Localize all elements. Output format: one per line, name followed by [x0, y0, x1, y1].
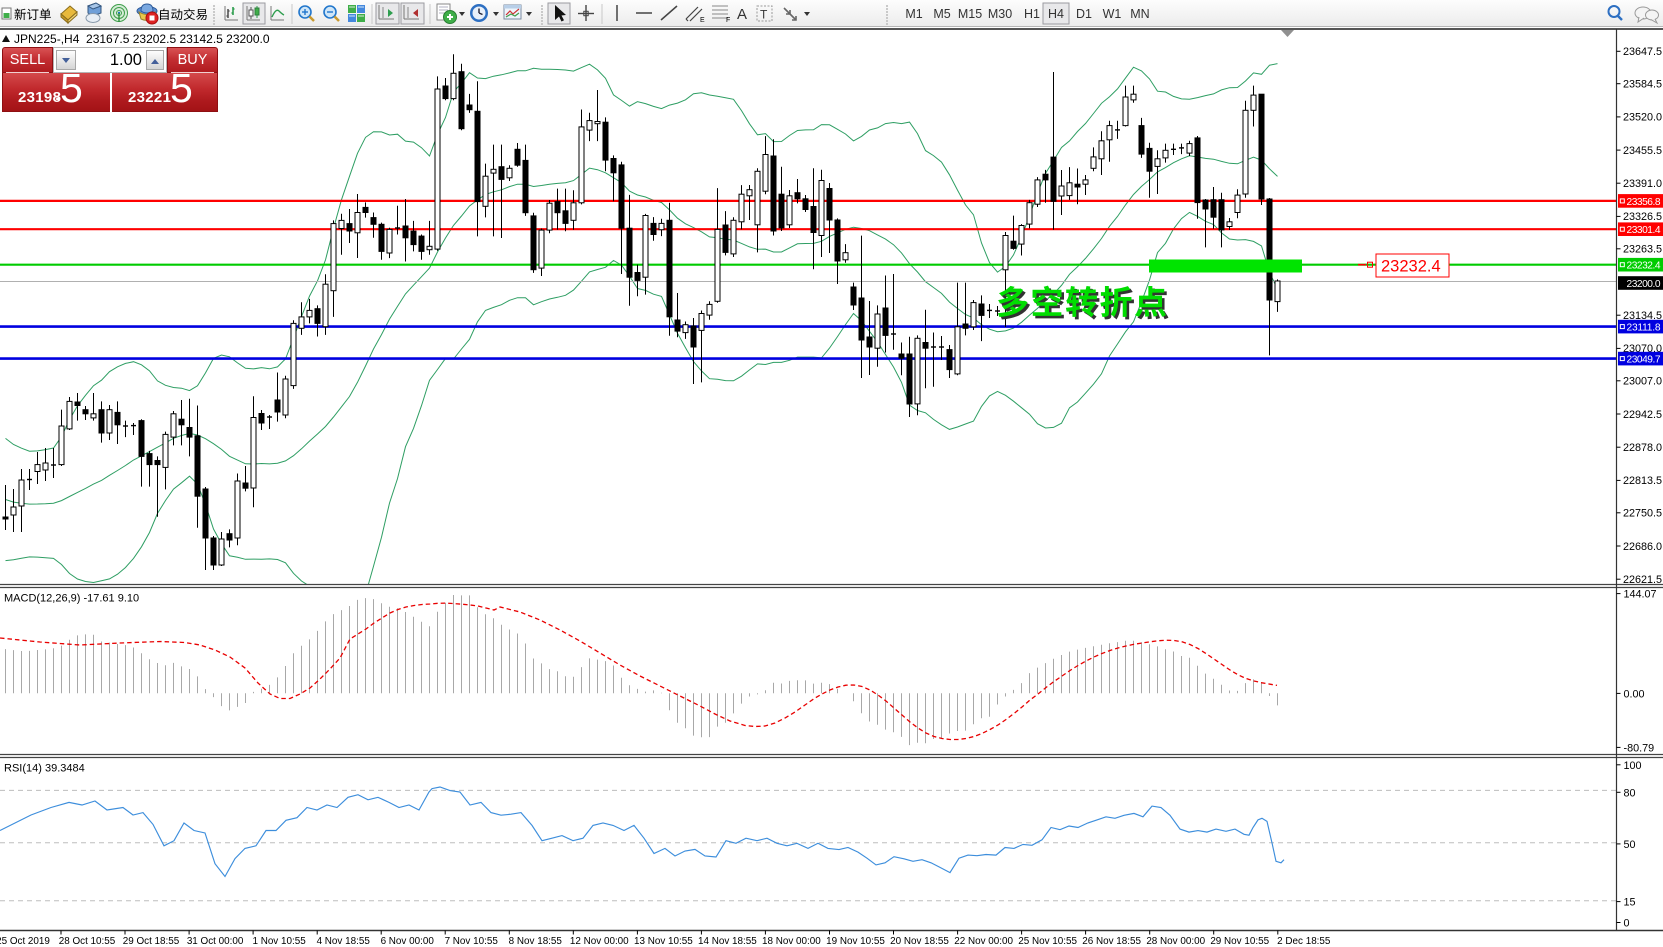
- svg-text:22942.5: 22942.5: [1623, 409, 1662, 421]
- svg-text:144.07: 144.07: [1624, 589, 1657, 601]
- svg-text:22750.5: 22750.5: [1623, 508, 1662, 520]
- svg-text:22686.0: 22686.0: [1623, 541, 1662, 553]
- svg-text:23301.4: 23301.4: [1627, 225, 1661, 236]
- svg-text:H4: H4: [1048, 7, 1064, 21]
- svg-text:25 Oct 2019: 25 Oct 2019: [0, 936, 50, 947]
- svg-text:23007.0: 23007.0: [1623, 376, 1662, 388]
- svg-text:15: 15: [1624, 897, 1636, 909]
- svg-text:M1: M1: [905, 7, 922, 21]
- svg-text:14 Nov 18:55: 14 Nov 18:55: [698, 936, 757, 947]
- svg-text:M15: M15: [958, 7, 982, 21]
- svg-text:4 Nov 18:55: 4 Nov 18:55: [317, 936, 371, 947]
- svg-text:80: 80: [1624, 787, 1636, 799]
- svg-text:12 Nov 00:00: 12 Nov 00:00: [570, 936, 629, 947]
- svg-text:0.00: 0.00: [1624, 688, 1645, 700]
- svg-text:0: 0: [1624, 918, 1630, 930]
- svg-text:28 Nov 00:00: 28 Nov 00:00: [1146, 936, 1205, 947]
- svg-text:H1: H1: [1024, 7, 1040, 21]
- svg-text:M5: M5: [933, 7, 950, 21]
- svg-text:E: E: [700, 17, 705, 24]
- svg-text:23455.5: 23455.5: [1623, 145, 1662, 157]
- svg-text:18 Nov 00:00: 18 Nov 00:00: [762, 936, 821, 947]
- svg-text:22813.5: 22813.5: [1623, 475, 1662, 487]
- svg-text:50: 50: [1624, 839, 1636, 851]
- svg-text:MN: MN: [1130, 7, 1149, 21]
- svg-text:W1: W1: [1103, 7, 1122, 21]
- svg-text:MACD(12,26,9) -17.61 9.10: MACD(12,26,9) -17.61 9.10: [4, 593, 139, 605]
- svg-text:6 Nov 00:00: 6 Nov 00:00: [381, 936, 435, 947]
- svg-text:23263.5: 23263.5: [1623, 244, 1662, 256]
- svg-text:28 Oct 10:55: 28 Oct 10:55: [59, 936, 116, 947]
- svg-text:23232.4: 23232.4: [1381, 258, 1441, 276]
- svg-text:23049.7: 23049.7: [1627, 355, 1661, 366]
- svg-text:22 Nov 00:00: 22 Nov 00:00: [954, 936, 1013, 947]
- svg-text:25 Nov 10:55: 25 Nov 10:55: [1018, 936, 1077, 947]
- svg-text:RSI(14) 39.3484: RSI(14) 39.3484: [4, 763, 85, 775]
- svg-text:23232.4: 23232.4: [1627, 261, 1661, 272]
- svg-text:T: T: [760, 8, 768, 22]
- svg-text:29 Nov 10:55: 29 Nov 10:55: [1210, 936, 1269, 947]
- svg-text:7 Nov 10:55: 7 Nov 10:55: [445, 936, 499, 947]
- svg-text:23134.5: 23134.5: [1623, 310, 1662, 322]
- svg-text:23200.0: 23200.0: [1627, 279, 1661, 290]
- svg-text:2 Dec 18:55: 2 Dec 18:55: [1277, 936, 1331, 947]
- svg-text:F: F: [726, 17, 730, 24]
- svg-text:26 Nov 18:55: 26 Nov 18:55: [1082, 936, 1141, 947]
- svg-text:22878.0: 22878.0: [1623, 442, 1662, 454]
- svg-text:23647.5: 23647.5: [1623, 46, 1662, 58]
- svg-text:19 Nov 10:55: 19 Nov 10:55: [826, 936, 885, 947]
- svg-text:23520.0: 23520.0: [1623, 112, 1662, 124]
- svg-text:-80.79: -80.79: [1624, 742, 1655, 754]
- svg-text:23391.0: 23391.0: [1623, 178, 1662, 190]
- svg-text:23111.8: 23111.8: [1627, 323, 1661, 334]
- svg-text:D1: D1: [1076, 7, 1092, 21]
- svg-text:8 Nov 18:55: 8 Nov 18:55: [509, 936, 563, 947]
- svg-text:31 Oct 00:00: 31 Oct 00:00: [187, 936, 244, 947]
- svg-text:20 Nov 18:55: 20 Nov 18:55: [890, 936, 949, 947]
- svg-text:23326.5: 23326.5: [1623, 211, 1662, 223]
- svg-text:13 Nov 10:55: 13 Nov 10:55: [634, 936, 693, 947]
- svg-text:100: 100: [1624, 760, 1642, 772]
- svg-text:22621.5: 22621.5: [1623, 574, 1662, 586]
- svg-text:29 Oct 18:55: 29 Oct 18:55: [123, 936, 180, 947]
- svg-text:M30: M30: [988, 7, 1012, 21]
- svg-text:23584.5: 23584.5: [1623, 79, 1662, 91]
- svg-text:A: A: [737, 6, 747, 23]
- svg-text:1 Nov 10:55: 1 Nov 10:55: [252, 936, 306, 947]
- svg-text:23356.8: 23356.8: [1627, 197, 1661, 208]
